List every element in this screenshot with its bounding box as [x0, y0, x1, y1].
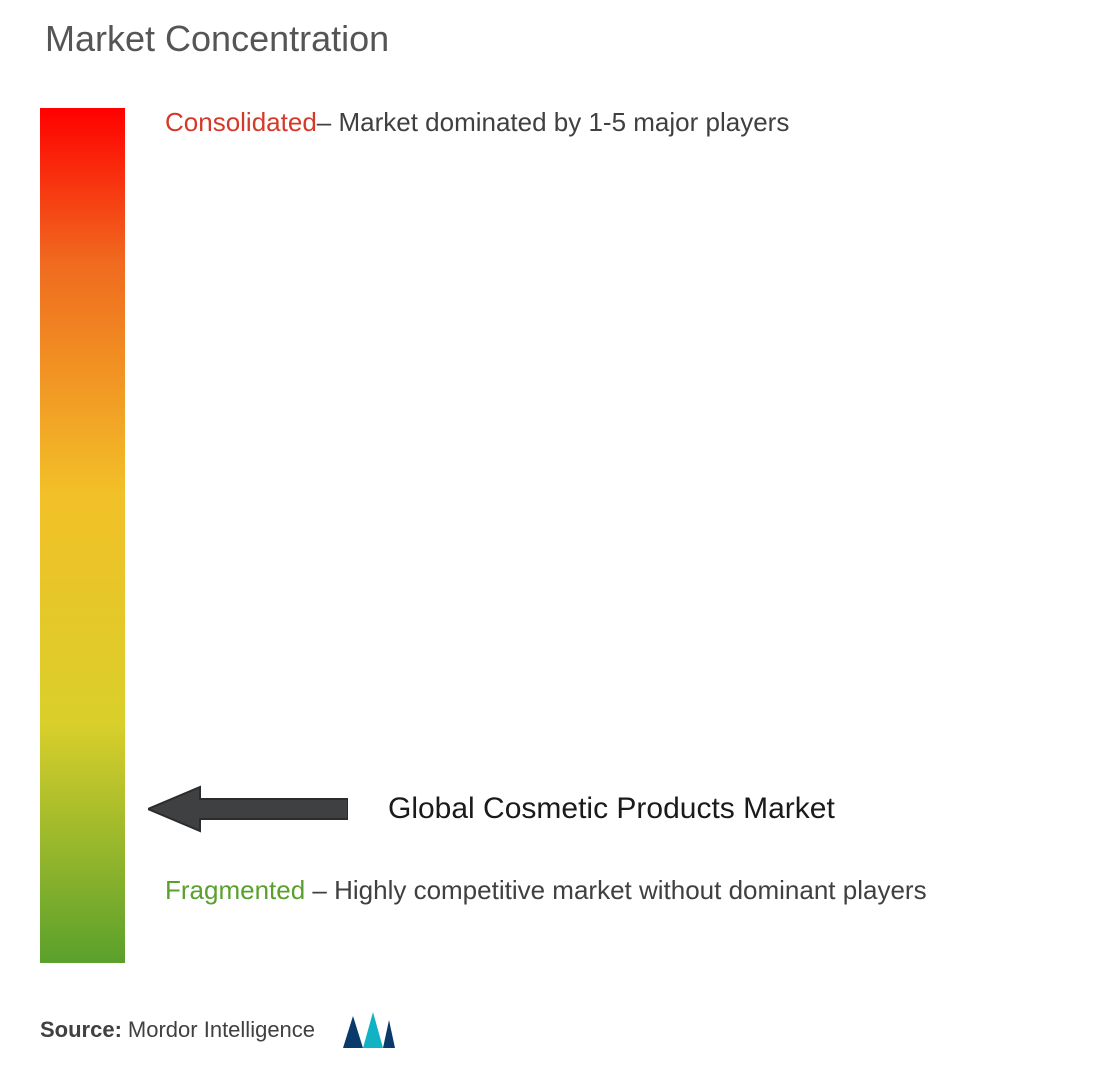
market-name-label: Global Cosmetic Products Market — [388, 792, 835, 826]
consolidated-keyword: Consolidated — [165, 107, 317, 137]
market-position-marker: Global Cosmetic Products Market — [148, 785, 835, 833]
arrow-left-icon — [148, 785, 348, 833]
concentration-gradient-bar — [40, 108, 125, 963]
mordor-logo-icon — [343, 1012, 395, 1048]
fragmented-description: – Highly competitive market without domi… — [305, 875, 926, 905]
consolidated-description: – Market dominated by 1-5 major players — [317, 107, 790, 137]
fragmented-label: Fragmented – Highly competitive market w… — [165, 870, 1040, 912]
chart-title: Market Concentration — [45, 18, 389, 60]
source-attribution: Source: Mordor Intelligence — [40, 1012, 395, 1048]
fragmented-keyword: Fragmented — [165, 875, 305, 905]
source-value-label: Mordor Intelligence — [128, 1017, 315, 1043]
source-key-label: Source: — [40, 1017, 122, 1043]
consolidated-label: Consolidated– Market dominated by 1-5 ma… — [165, 106, 789, 140]
chart-container: Market Concentration Consolidated– Marke… — [0, 0, 1120, 1082]
